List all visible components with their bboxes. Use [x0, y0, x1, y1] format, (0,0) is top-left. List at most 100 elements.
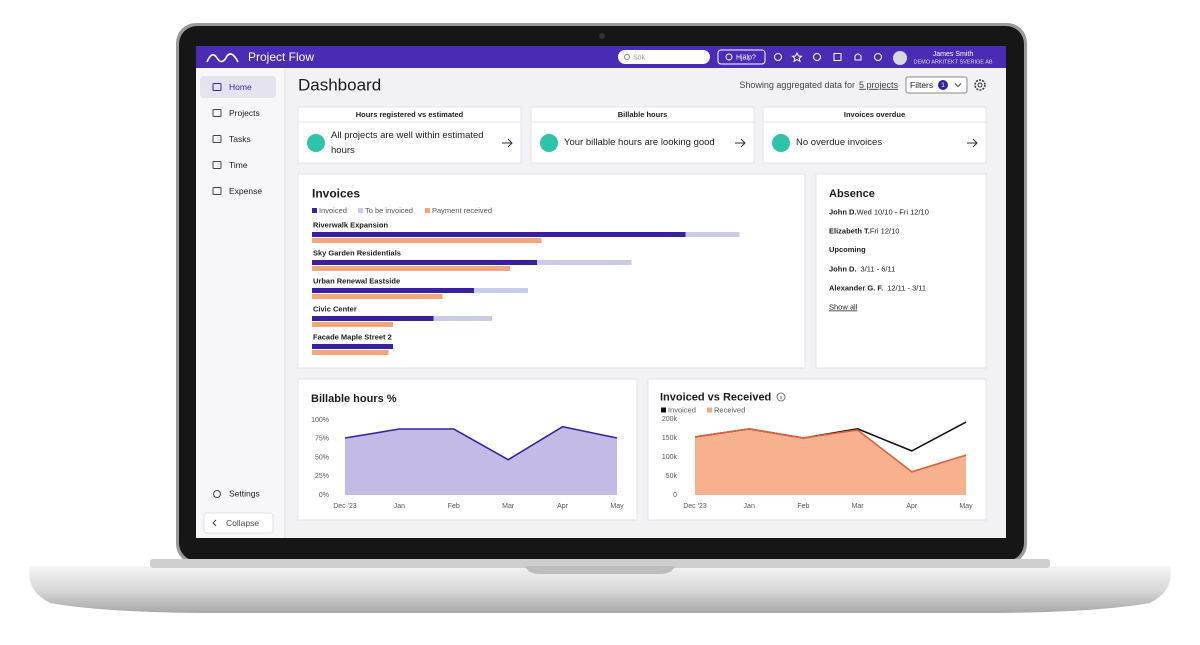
nav-icon	[212, 135, 222, 143]
bar	[685, 232, 740, 237]
card-message-box: No overdue invoices	[796, 137, 882, 148]
x-tick-label: May	[959, 503, 973, 510]
header-icons	[774, 51, 882, 63]
brand: Project Flow	[248, 50, 314, 64]
absence-name: Elizabeth T.	[829, 226, 870, 235]
absence-row: John D.Wed 10/10 - Fri 12/10	[829, 207, 929, 216]
collapse-icon	[212, 519, 217, 527]
absence-name: John D.	[829, 207, 857, 216]
filters-chevron	[954, 83, 962, 88]
category-label: Civic Center	[313, 304, 357, 313]
absence-name: Alexander G. F.	[829, 283, 883, 292]
collapse-label: Collapse	[226, 518, 259, 528]
line	[694, 428, 967, 473]
chart-title: Invoices	[312, 187, 360, 201]
x-tick-label: Mar	[852, 503, 865, 510]
settings-gear-center	[977, 82, 983, 88]
notch	[525, 566, 675, 574]
legend-label: Invoiced	[668, 405, 696, 414]
y-tick-label: 25%	[315, 473, 329, 480]
x-tick-label: Dec '23	[333, 503, 357, 510]
bar	[312, 350, 389, 355]
legend-label: Payment received	[432, 206, 492, 215]
nav-item[interactable]: Home	[229, 82, 252, 92]
y-tick-label: 200k	[662, 416, 678, 423]
nav-item[interactable]: Expense	[229, 186, 262, 196]
chat-icon[interactable]	[774, 53, 782, 61]
bell-icon[interactable]	[854, 53, 862, 61]
legend-swatch	[312, 208, 317, 213]
absence-row: Alexander G. F. 12/11 - 3/11	[829, 283, 926, 292]
category-label: Sky Garden Residentials	[313, 248, 401, 257]
show-all-link[interactable]: Show all	[829, 302, 858, 311]
chart-title: Billable hours %	[311, 393, 397, 405]
search-icon	[624, 54, 630, 60]
camera	[599, 33, 605, 39]
status-card[interactable]	[530, 106, 755, 164]
card-message-box: Your billable hours are looking good	[564, 137, 715, 148]
search-placeholder: Sök	[633, 54, 646, 61]
info-icon[interactable]	[776, 392, 786, 402]
x-tick-label: Jan	[744, 503, 755, 510]
legend-label: Invoiced	[319, 206, 347, 215]
filter-count: 1	[941, 82, 945, 89]
settings-gear[interactable]	[974, 79, 986, 91]
card-message-box: All projects are well within estimated h…	[331, 129, 484, 156]
bar	[312, 266, 510, 271]
settings-icon	[213, 490, 221, 498]
collapse-button[interactable]	[203, 512, 274, 534]
summary: Showing aggregated data for	[739, 80, 855, 90]
search-box[interactable]	[618, 50, 710, 64]
bar	[537, 260, 632, 265]
x-tick-label: Mar	[502, 503, 515, 510]
absence-title: Absence	[829, 188, 875, 200]
company-name: DEMO ARKITEKT SVERIGE AB	[913, 59, 992, 65]
y-tick-label: 100%	[311, 417, 329, 424]
avatar[interactable]	[893, 51, 907, 65]
bar	[312, 232, 686, 237]
status-cards: Hours registered vs estimated All project…	[297, 106, 987, 164]
user-name: James Smith	[933, 51, 974, 58]
y-tick-label: 50%	[315, 454, 329, 461]
y-tick-label: 100k	[662, 454, 678, 461]
star-icon[interactable]	[791, 51, 803, 63]
status-card[interactable]	[762, 106, 987, 164]
laptop-base	[29, 566, 1171, 613]
check-icon[interactable]	[833, 53, 842, 61]
help-button[interactable]	[717, 49, 766, 65]
legend-swatch	[425, 208, 430, 213]
status-dot	[540, 134, 558, 152]
nav-item[interactable]: Time	[229, 160, 248, 170]
nav-item[interactable]: Projects	[229, 108, 260, 118]
absence-dates: 3/11 - 6/11	[861, 264, 896, 273]
message-icon[interactable]	[874, 53, 882, 61]
hinge	[150, 559, 1050, 568]
status-card[interactable]	[297, 106, 522, 164]
card-message: All projects are well within estimated h…	[331, 129, 484, 156]
y-tick-label: 75%	[315, 436, 329, 443]
x-tick-label: Feb	[797, 503, 809, 510]
absence-row: Elizabeth T.Fri 12/10	[829, 226, 899, 235]
x-tick-label: Jan	[394, 503, 405, 510]
bar	[474, 288, 528, 293]
filter-badge	[938, 80, 948, 90]
bar	[312, 260, 537, 265]
absence-dates: Fri 12/10	[870, 226, 900, 235]
bar	[433, 316, 492, 321]
nav-icon	[212, 187, 222, 195]
nav-item[interactable]: Tasks	[229, 134, 251, 144]
clock-icon[interactable]	[813, 53, 821, 61]
area-fill	[345, 426, 617, 495]
logo	[206, 53, 239, 63]
y-tick-label: 150k	[662, 435, 678, 442]
card-arrow	[735, 138, 746, 148]
nav-settings[interactable]: Settings	[229, 488, 260, 498]
bar	[312, 344, 393, 349]
nav-icon	[212, 161, 222, 169]
absence-list: John D.Wed 10/10 - Fri 12/10 Elizabeth T.…	[829, 207, 929, 292]
help-icon	[725, 53, 733, 61]
filters-button[interactable]	[905, 76, 968, 94]
y-tick-label: 0	[673, 492, 677, 499]
projects-link[interactable]: 5 projects	[859, 80, 899, 90]
